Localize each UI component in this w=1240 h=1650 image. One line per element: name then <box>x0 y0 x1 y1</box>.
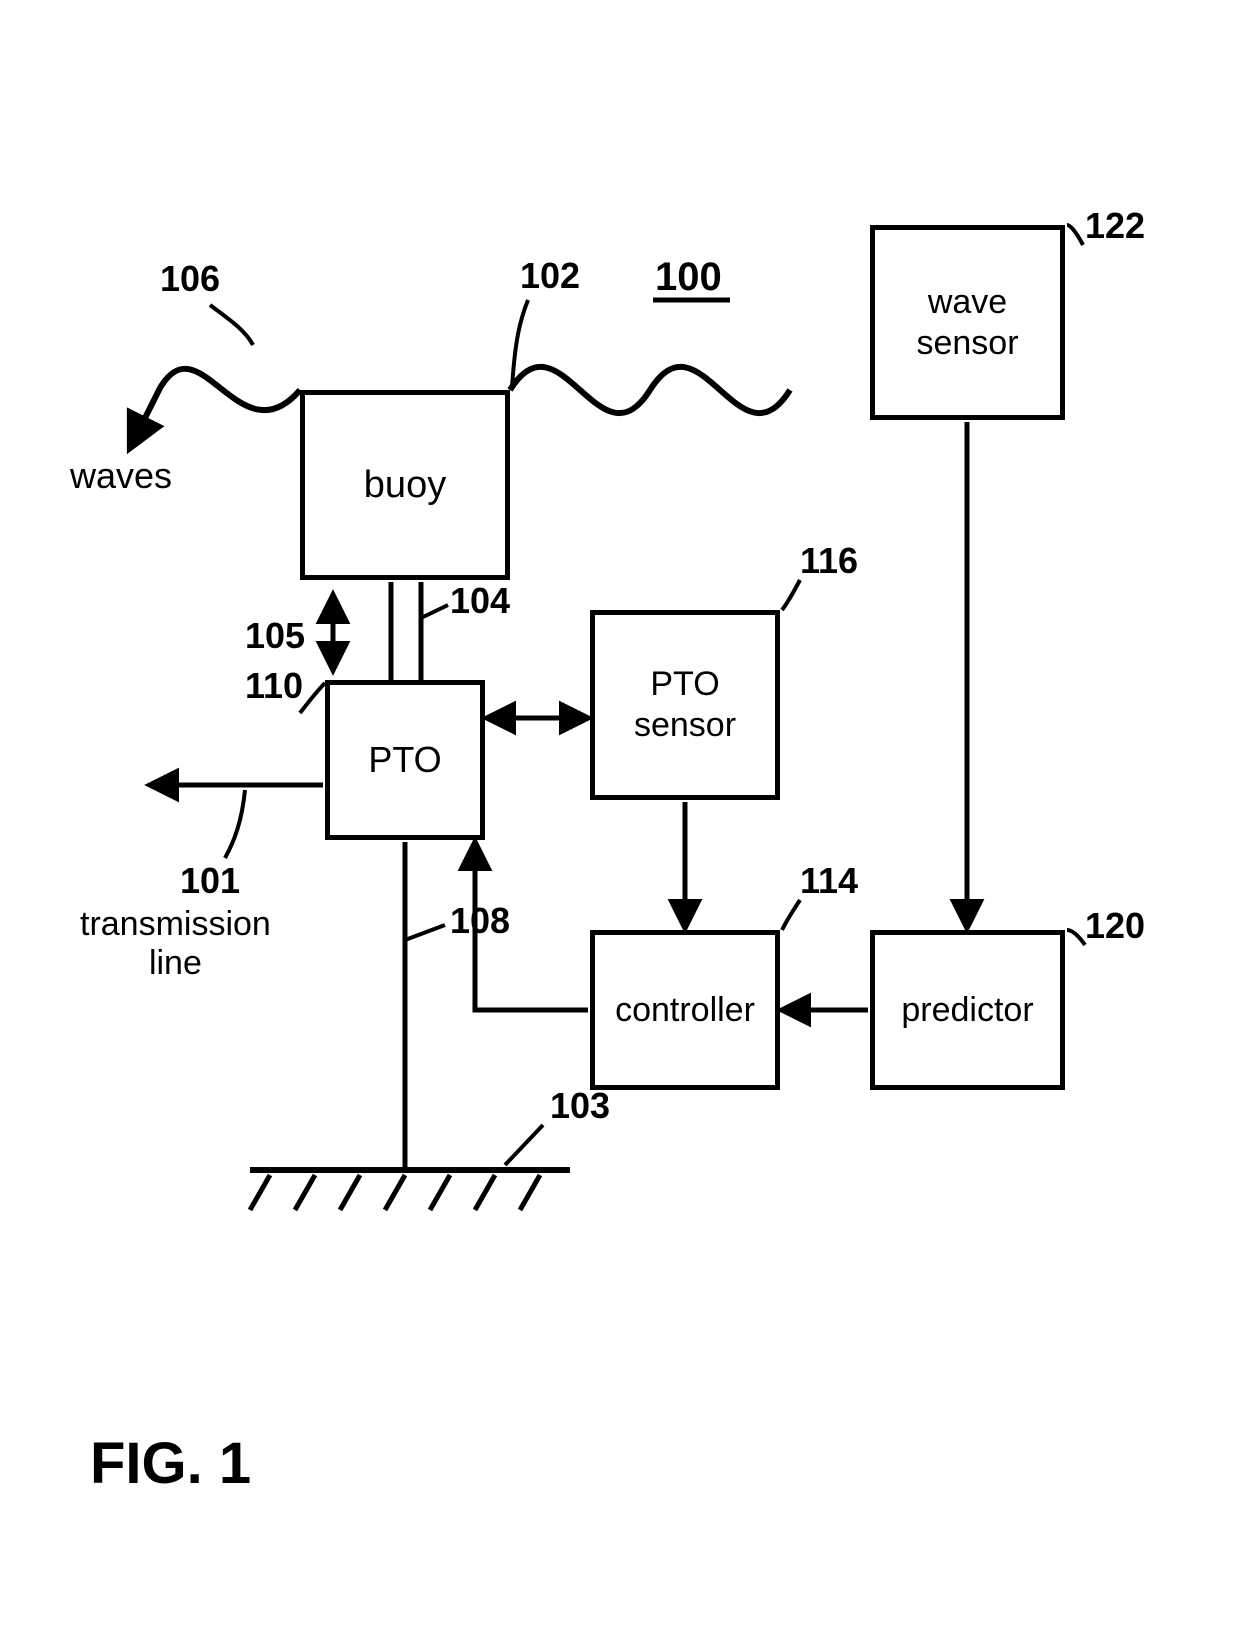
block-pto: PTO <box>325 680 485 840</box>
block-wave-sensor-label: wave sensor <box>916 282 1018 364</box>
block-controller-label: controller <box>615 991 755 1030</box>
block-pto-label: PTO <box>368 739 441 781</box>
ref-103: 103 <box>550 1085 610 1127</box>
ref-116: 116 <box>800 540 858 582</box>
block-predictor-label: predictor <box>901 991 1033 1030</box>
block-pto-sensor-label: PTO sensor <box>634 664 736 746</box>
ref-100: 100 <box>655 255 722 300</box>
block-pto-sensor: PTO sensor <box>590 610 780 800</box>
ref-110: 110 <box>245 665 303 707</box>
block-buoy: buoy <box>300 390 510 580</box>
block-wave-sensor: wave sensor <box>870 225 1065 420</box>
block-controller: controller <box>590 930 780 1090</box>
ref-104: 104 <box>450 580 510 622</box>
ref-122: 122 <box>1085 205 1145 247</box>
ref-101: 101 <box>180 860 240 902</box>
ref-120: 120 <box>1085 905 1145 947</box>
label-waves: waves <box>70 455 172 497</box>
ref-105: 105 <box>245 615 305 657</box>
ref-108: 108 <box>450 900 510 942</box>
ref-106: 106 <box>160 258 220 300</box>
diagram-canvas: buoy PTO PTO sensor controller wave sens… <box>0 0 1240 1650</box>
block-predictor: predictor <box>870 930 1065 1090</box>
block-buoy-label: buoy <box>364 464 446 507</box>
label-transmission-line: transmission line <box>80 905 271 983</box>
figure-caption: FIG. 1 <box>90 1430 251 1497</box>
ref-114: 114 <box>800 860 858 902</box>
ref-102: 102 <box>520 255 580 297</box>
